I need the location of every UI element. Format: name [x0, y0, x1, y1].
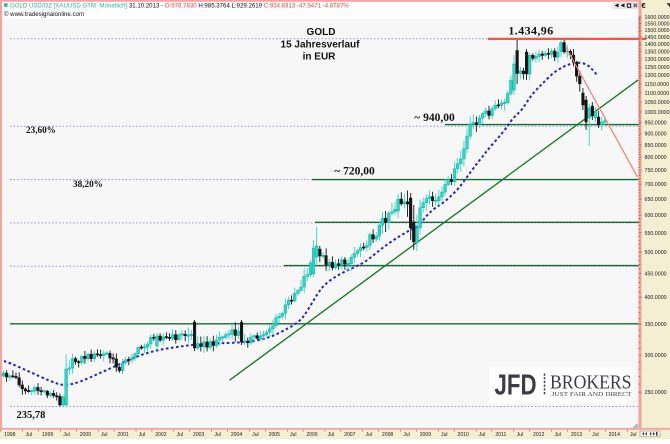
svg-text:in EUR: in EUR: [303, 52, 337, 63]
svg-text:800.0000: 800.0000: [645, 155, 667, 161]
svg-text:© www.tradesignalonline.com: © www.tradesignalonline.com: [4, 11, 84, 18]
svg-text:1100.0000: 1100.0000: [645, 91, 670, 97]
svg-text:Jul: Jul: [630, 432, 637, 438]
svg-text:2008: 2008: [382, 432, 393, 438]
svg-text:2013: 2013: [571, 432, 582, 438]
svg-text:2004: 2004: [231, 432, 242, 438]
svg-text:700.0000: 700.0000: [645, 182, 667, 188]
svg-text:1150.0000: 1150.0000: [645, 82, 670, 88]
svg-text:400.0000: 400.0000: [645, 295, 667, 301]
svg-text:23,60%: 23,60%: [26, 125, 56, 135]
svg-text:Jul: Jul: [177, 432, 184, 438]
svg-text:900.0000: 900.0000: [645, 131, 667, 137]
svg-text:Jul: Jul: [214, 432, 221, 438]
svg-text:Jul: Jul: [441, 432, 448, 438]
svg-text:Jul: Jul: [63, 432, 70, 438]
svg-text:2000: 2000: [80, 432, 91, 438]
svg-text:2012: 2012: [533, 432, 544, 438]
svg-text:1500.0000: 1500.0000: [645, 28, 670, 34]
svg-text:1999: 1999: [42, 432, 53, 438]
svg-text:JFD: JFD: [495, 370, 537, 402]
svg-text:235,78: 235,78: [17, 410, 46, 421]
svg-text:250.0000: 250.0000: [645, 390, 667, 396]
svg-text:2003: 2003: [193, 432, 204, 438]
svg-text:2007: 2007: [344, 432, 355, 438]
svg-text:1998: 1998: [4, 432, 15, 438]
svg-text:38,20%: 38,20%: [73, 179, 103, 189]
svg-text:2011: 2011: [495, 432, 506, 438]
svg-text:JUST FAIR AND DIRECT: JUST FAIR AND DIRECT: [552, 391, 632, 398]
svg-text:1000.0000: 1000.0000: [645, 110, 670, 116]
svg-text:550.0000: 550.0000: [645, 231, 667, 237]
svg-text:GOLD USD/OZ [XAUUSD GTM Monat: GOLD USD/OZ [XAUUSD GTM Monatlich] 31.10…: [10, 2, 349, 9]
svg-text:Jul: Jul: [479, 432, 486, 438]
svg-text:GOLD: GOLD: [307, 27, 336, 38]
svg-text:Jul: Jul: [403, 432, 410, 438]
svg-text:1600.0000: 1600.0000: [645, 15, 670, 21]
svg-text:500.0000: 500.0000: [645, 250, 667, 256]
svg-text:Jul: Jul: [25, 432, 32, 438]
svg-text:2005: 2005: [269, 432, 280, 438]
svg-text:1300.0000: 1300.0000: [645, 57, 670, 63]
svg-text:450.0000: 450.0000: [645, 271, 667, 277]
svg-text:Jul: Jul: [554, 432, 561, 438]
svg-text:650.0000: 650.0000: [645, 197, 667, 203]
svg-text:2006: 2006: [306, 432, 317, 438]
svg-text:1050.0000: 1050.0000: [645, 100, 670, 106]
svg-text:2002: 2002: [155, 432, 166, 438]
svg-text:1550.0000: 1550.0000: [645, 22, 670, 28]
svg-text:1.434,96: 1.434,96: [508, 24, 553, 38]
svg-text:Jul: Jul: [139, 432, 146, 438]
svg-text:~ 720,00: ~ 720,00: [334, 166, 375, 178]
svg-text:Jul: Jul: [101, 432, 108, 438]
svg-text:1350.0000: 1350.0000: [645, 49, 670, 55]
svg-text:1450.0000: 1450.0000: [645, 35, 670, 41]
svg-text:950.0000: 950.0000: [645, 120, 667, 126]
svg-text:300.0000: 300.0000: [645, 353, 667, 359]
svg-text:350.0000: 350.0000: [645, 322, 667, 328]
svg-text:Jul: Jul: [517, 432, 524, 438]
svg-text:1250.0000: 1250.0000: [645, 65, 670, 71]
svg-text:Jul: Jul: [365, 432, 372, 438]
svg-text:600.0000: 600.0000: [645, 213, 667, 219]
svg-text:Jul: Jul: [328, 432, 335, 438]
svg-text:1400.0000: 1400.0000: [645, 42, 670, 48]
svg-text:1200.0000: 1200.0000: [645, 73, 670, 79]
svg-text:Jul: Jul: [592, 432, 599, 438]
svg-text:~ 940,00: ~ 940,00: [414, 112, 455, 124]
svg-text:15 Jahresverlauf: 15 Jahresverlauf: [281, 40, 361, 51]
svg-text:2010: 2010: [458, 432, 469, 438]
svg-text:2009: 2009: [420, 432, 431, 438]
svg-text:750.0000: 750.0000: [645, 168, 667, 174]
svg-text:Jul: Jul: [252, 432, 259, 438]
svg-text:2014: 2014: [609, 432, 620, 438]
svg-text:850.0000: 850.0000: [645, 143, 667, 149]
svg-text:Jul: Jul: [290, 432, 297, 438]
svg-text:2001: 2001: [117, 432, 128, 438]
